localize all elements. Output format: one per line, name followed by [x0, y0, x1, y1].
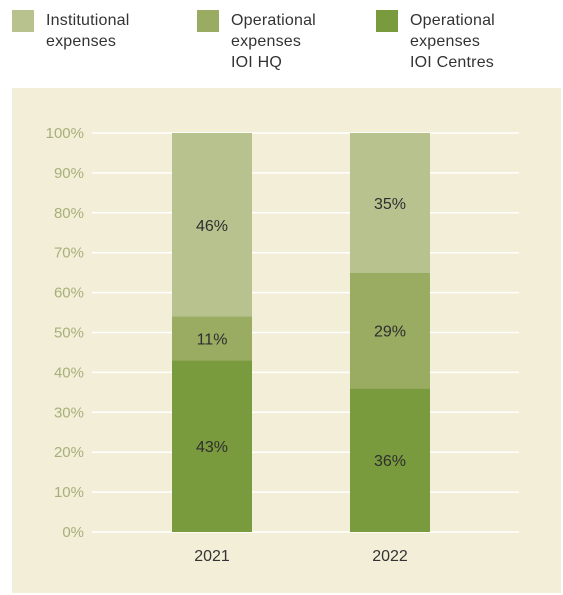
legend-label-operational-centres: Operational expenses IOI Centres: [410, 10, 495, 73]
legend-swatch-operational-hq: [197, 10, 219, 32]
data-label: 46%: [196, 218, 228, 235]
y-tick-label: 60%: [54, 285, 84, 302]
legend-line: expenses: [46, 33, 117, 50]
legend-line: expenses: [231, 33, 302, 50]
legend-swatch-institutional: [12, 10, 34, 32]
y-tick-label: 40%: [54, 364, 84, 381]
y-tick-label: 100%: [46, 125, 84, 142]
y-tick-label: 50%: [54, 325, 84, 342]
stacked-bar-chart: 0% 10% 20% 30% 40% 50% 60% 70% 80% 90% 100% 43% 11% 4…: [46, 125, 519, 565]
legend-line: Operational: [410, 12, 495, 29]
legend-line: IOI HQ: [231, 54, 282, 71]
bar-segment: [350, 133, 430, 273]
legend-line: Operational: [231, 12, 316, 29]
y-tick-label: 10%: [54, 484, 84, 501]
bar-segment: [350, 388, 430, 532]
legend-swatch-operational-centres: [376, 10, 398, 32]
legend-item-operational-centres: Operational expenses IOI Centres: [376, 10, 495, 73]
x-category-label: 2021: [194, 548, 230, 565]
y-tick-label: 20%: [54, 444, 84, 461]
y-tick-label: 90%: [54, 165, 84, 182]
legend-item-institutional: Institutional expenses: [12, 10, 130, 52]
legend-label-operational-hq: Operational expenses IOI HQ: [231, 10, 316, 73]
x-category-label: 2022: [372, 548, 408, 565]
legend-label-institutional: Institutional expenses: [46, 10, 130, 52]
legend: Institutional expenses Operational expen…: [0, 0, 563, 80]
legend-item-operational-hq: Operational expenses IOI HQ: [197, 10, 316, 73]
y-tick-label: 80%: [54, 205, 84, 222]
data-label: 43%: [196, 439, 228, 456]
y-tick-label: 70%: [54, 245, 84, 262]
bar-segment: [172, 316, 252, 361]
chart-panel: 0% 10% 20% 30% 40% 50% 60% 70% 80% 90% 100% 43% 11% 4…: [12, 88, 561, 593]
data-label: 36%: [374, 453, 406, 470]
data-label: 29%: [374, 324, 406, 341]
y-tick-label: 0%: [62, 524, 84, 541]
bar-segment: [172, 133, 252, 317]
bar-segment: [350, 272, 430, 389]
legend-line: expenses: [410, 33, 481, 50]
legend-line: Institutional: [46, 12, 130, 29]
legend-line: IOI Centres: [410, 54, 495, 71]
bar-segment: [172, 360, 252, 532]
y-tick-label: 30%: [54, 404, 84, 421]
data-label: 35%: [374, 196, 406, 213]
data-label: 11%: [197, 331, 228, 348]
